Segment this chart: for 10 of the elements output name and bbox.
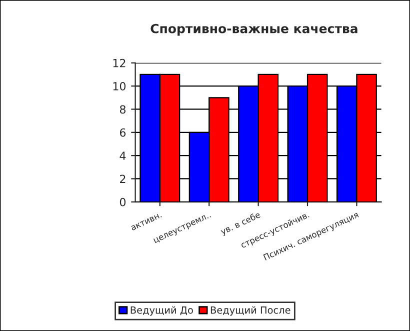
legend-label: Ведущий До [130,306,193,316]
y-tick-label: 2 [120,174,126,183]
y-tick-label: 0 [120,198,126,206]
y-tick-label: 6 [120,128,126,137]
y-tick-label: 12 [113,58,126,68]
legend-label: Ведущий После [210,306,290,316]
chart-title: Спортивно-важные качества [150,24,358,36]
y-tick-label: 4 [120,152,126,160]
y-tick-label: 10 [113,82,126,90]
y-tick-label: 8 [120,105,126,114]
